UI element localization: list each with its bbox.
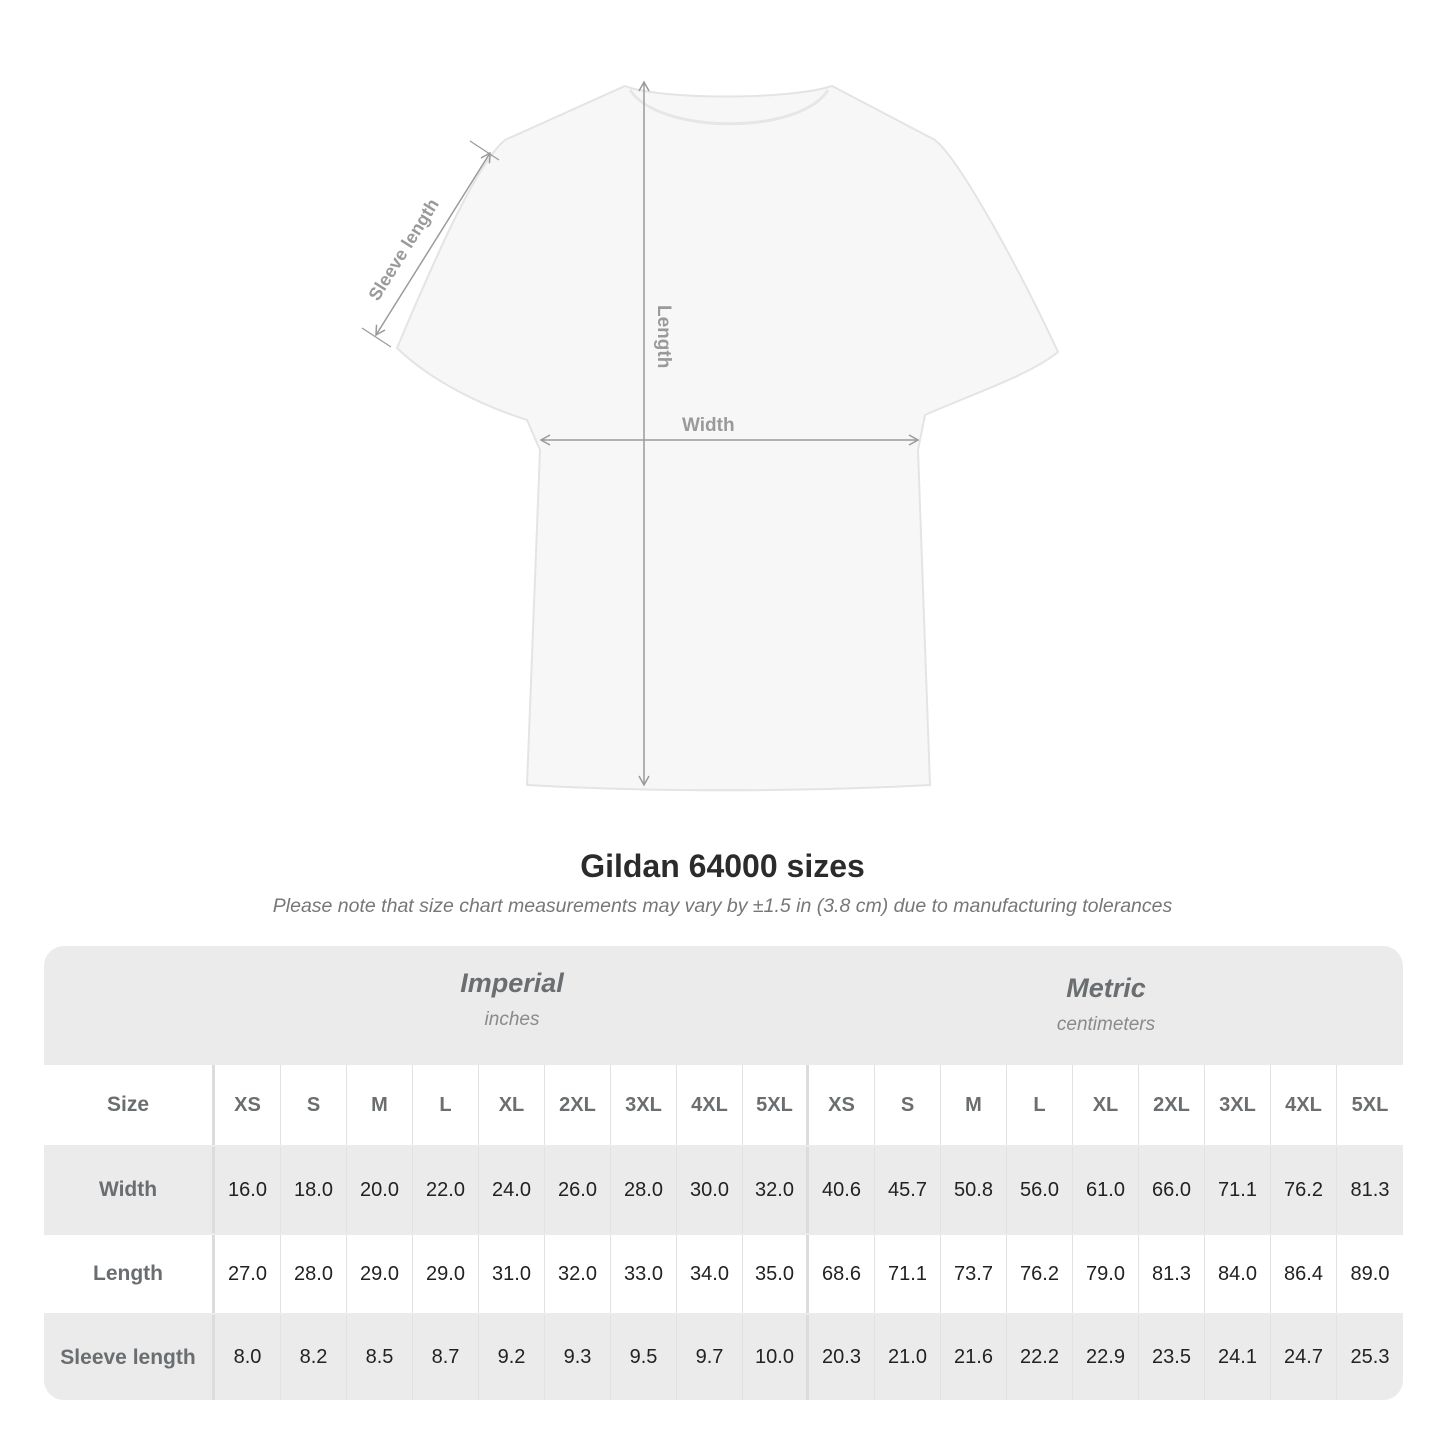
- metric-unit: centimeters: [1056, 1014, 1156, 1035]
- size-header: XS: [809, 1065, 875, 1145]
- table-cell: 24.7: [1271, 1315, 1337, 1400]
- table-cell: 89.0: [1350, 1262, 1390, 1285]
- table-cell: 27.0: [215, 1235, 281, 1313]
- table-cell: 71.1: [875, 1235, 941, 1313]
- row-label: Length: [44, 1235, 215, 1313]
- table-cell: 10.0: [743, 1315, 809, 1400]
- table-cell: 28.0: [611, 1147, 677, 1233]
- page-title: Gildan 64000 sizes: [580, 848, 865, 884]
- table-cell: 76.2: [1271, 1147, 1337, 1233]
- table-cell: 9.5: [611, 1315, 677, 1400]
- table-cell: 34.0: [677, 1235, 743, 1313]
- table-cell: 23.5: [1139, 1315, 1205, 1400]
- table-cell: 29.0: [413, 1235, 479, 1313]
- size-header: 5XL: [743, 1065, 809, 1145]
- size-header: 3XL: [1205, 1065, 1271, 1145]
- table-cell: 66.0: [1139, 1147, 1205, 1233]
- metric-header: Metric centimeters: [809, 973, 1403, 1091]
- table-cell: 45.7: [875, 1147, 941, 1233]
- table-cell: 61.0: [1073, 1147, 1139, 1233]
- table-cell: 8.0: [215, 1315, 281, 1400]
- table-cell: 8.2: [281, 1315, 347, 1400]
- table-cell: 32.0: [743, 1147, 809, 1233]
- table-cell: 9.2: [479, 1315, 545, 1400]
- table-cell: 29.0: [347, 1235, 413, 1313]
- table-cell: 25.3: [1350, 1346, 1390, 1368]
- size-header: 5XL: [1351, 1093, 1389, 1116]
- table-cell: 16.0: [215, 1147, 281, 1233]
- table-cell: 81.3: [1350, 1178, 1390, 1201]
- tshirt-shape: [395, 84, 1060, 792]
- size-header: 4XL: [1271, 1065, 1337, 1145]
- table-cell: 30.0: [677, 1147, 743, 1233]
- table-cell: 26.0: [545, 1147, 611, 1233]
- row-label: Size: [44, 1065, 215, 1145]
- table-cell: 9.3: [545, 1315, 611, 1400]
- size-header: M: [347, 1065, 413, 1145]
- table-cell: 9.7: [677, 1315, 743, 1400]
- sleeve-arrow: [375, 151, 491, 337]
- table-cell: 84.0: [1205, 1235, 1271, 1313]
- table-cell: 21.6: [941, 1315, 1007, 1400]
- size-header: S: [281, 1065, 347, 1145]
- table-row: Sleeve length 8.0 8.2 8.5 8.7 9.2 9.3 9.5 9.7 10.…: [44, 1315, 1403, 1400]
- size-header: M: [941, 1065, 1007, 1145]
- imperial-unit: inches: [484, 1009, 540, 1030]
- table-cell: 21.0: [875, 1315, 941, 1400]
- size-header: 4XL: [677, 1065, 743, 1145]
- table-cell: 8.5: [347, 1315, 413, 1400]
- table-cell: 32.0: [545, 1235, 611, 1313]
- table-cell: 76.2: [1007, 1235, 1073, 1313]
- table-cell: 20.3: [809, 1315, 875, 1400]
- table-cell: 20.0: [347, 1147, 413, 1233]
- size-header: L: [1007, 1065, 1073, 1145]
- table-cell: 18.0: [281, 1147, 347, 1233]
- table-cell: 22.9: [1073, 1315, 1139, 1400]
- length-label: Length: [653, 305, 674, 368]
- tshirt-diagram: Length Width Sleeve length: [361, 80, 1060, 792]
- table-cell: 81.3: [1139, 1235, 1205, 1313]
- size-header: XL: [479, 1065, 545, 1145]
- table-cell: 73.7: [941, 1235, 1007, 1313]
- size-header: 3XL: [611, 1065, 677, 1145]
- width-label: Width: [682, 415, 735, 436]
- table-cell: 28.0: [281, 1235, 347, 1313]
- tolerance-note: Please note that size chart measurements…: [272, 895, 1173, 917]
- table-cell: 22.0: [413, 1147, 479, 1233]
- table-cell: 24.0: [479, 1147, 545, 1233]
- size-header: XL: [1073, 1065, 1139, 1145]
- table-cell: 86.4: [1271, 1235, 1337, 1313]
- table-cell: 56.0: [1007, 1147, 1073, 1233]
- table-cell: 40.6: [809, 1147, 875, 1233]
- row-label: Width: [44, 1147, 215, 1233]
- header-row: Size XS S M L XL 2XL 3XL 4XL 5XL XS S M L XL 2XL 3XL 4XL 5…: [44, 1065, 1403, 1145]
- size-header: L: [413, 1065, 479, 1145]
- table-cell: 33.0: [611, 1235, 677, 1313]
- imperial-header: Imperial inches: [215, 968, 809, 1086]
- size-table: Imperial inches Metric centimeters Size X…: [44, 946, 1403, 1400]
- table-row: Length 27.0 28.0 29.0 29.0 31.0 32.0 33.0 34.0 35…: [44, 1235, 1403, 1313]
- size-header: 2XL: [1139, 1065, 1205, 1145]
- table-cell: 35.0: [743, 1235, 809, 1313]
- size-header: S: [875, 1065, 941, 1145]
- imperial-label: Imperial: [460, 968, 564, 998]
- table-cell: 31.0: [479, 1235, 545, 1313]
- table-cell: 8.7: [413, 1315, 479, 1400]
- table-cell: 50.8: [941, 1147, 1007, 1233]
- table-row: Width 16.0 18.0 20.0 22.0 24.0 26.0 28.0 30.0 32.…: [44, 1147, 1403, 1233]
- size-header: 2XL: [545, 1065, 611, 1145]
- row-label: Sleeve length: [44, 1315, 215, 1400]
- table-cell: 79.0: [1073, 1235, 1139, 1313]
- table-cell: 24.1: [1205, 1315, 1271, 1400]
- table-cell: 68.6: [809, 1235, 875, 1313]
- table-cell: 71.1: [1205, 1147, 1271, 1233]
- size-header: XS: [215, 1065, 281, 1145]
- table-cell: 22.2: [1007, 1315, 1073, 1400]
- metric-label: Metric: [1066, 973, 1146, 1003]
